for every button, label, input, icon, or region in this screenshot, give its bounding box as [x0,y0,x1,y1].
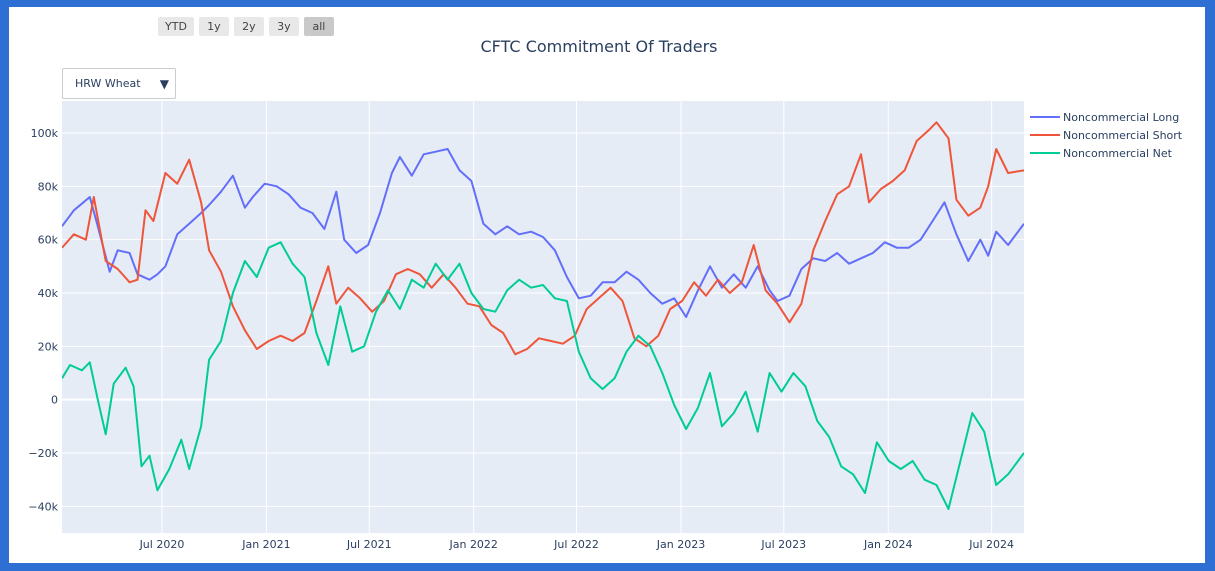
line-chart: −40k −20k 0 20k 40k 60k 80k 100k Jul 2020 Jan 20… [28,101,1183,551]
y-tick-label: −20k [28,447,58,460]
x-tick-label: Jan 2023 [656,538,705,551]
series-line-long[interactable] [62,148,1024,318]
gridlines [62,101,1024,533]
range-button-3y[interactable]: 3y [268,17,299,36]
y-tick-label: 40k [38,287,59,300]
x-tick-label: Jul 2021 [346,538,392,551]
y-tick-label: 60k [38,234,59,247]
range-button-1y[interactable]: 1y [198,17,229,36]
legend-label: Noncommercial Net [1063,147,1173,160]
series-lines [62,121,1024,510]
x-tick-label: Jan 2022 [448,538,497,551]
x-tick-label: Jul 2022 [553,538,599,551]
range-button-all[interactable]: all [303,17,334,36]
x-tick-label: Jul 2023 [760,538,806,551]
range-button-2y[interactable]: 2y [233,17,264,36]
plot-area[interactable] [62,101,1024,533]
y-tick-label: −40k [28,500,58,513]
y-tick-label: 80k [38,180,59,193]
x-tick-label: Jan 2021 [241,538,290,551]
x-tick-label: Jan 2024 [863,538,912,551]
legend-item-short[interactable]: Noncommercial Short [1030,129,1183,142]
caret-down-icon: ▼ [159,76,169,91]
range-button-ytd[interactable]: YTD [158,17,194,36]
legend-item-net[interactable]: Noncommercial Net [1030,147,1173,160]
range-selector: YTD 1y 2y 3y all [158,17,334,36]
x-tick-label: Jul 2024 [968,538,1014,551]
y-tick-label: 0 [51,394,58,407]
y-axis: −40k −20k 0 20k 40k 60k 80k 100k [28,127,58,513]
chart-title: CFTC Commitment Of Traders [480,37,718,56]
dropdown-selected-value: HRW Wheat [75,77,141,90]
commodity-dropdown[interactable]: HRW Wheat ▼ [62,68,176,99]
series-line-net[interactable] [62,241,1024,510]
chart-card: YTD 1y 2y 3y all CFTC Commitment Of Trad… [9,7,1205,563]
y-tick-label: 20k [38,340,59,353]
legend-label: Noncommercial Short [1063,129,1183,142]
legend-item-long[interactable]: Noncommercial Long [1030,111,1179,124]
x-axis: Jul 2020 Jan 2021 Jul 2021 Jan 2022 Jul 2022… [139,538,1014,551]
series-line-short[interactable] [62,121,1024,356]
x-tick-label: Jul 2020 [139,538,185,551]
legend-label: Noncommercial Long [1063,111,1179,124]
legend: Noncommercial Long Noncommercial Short Non… [1030,111,1183,160]
y-tick-label: 100k [31,127,59,140]
